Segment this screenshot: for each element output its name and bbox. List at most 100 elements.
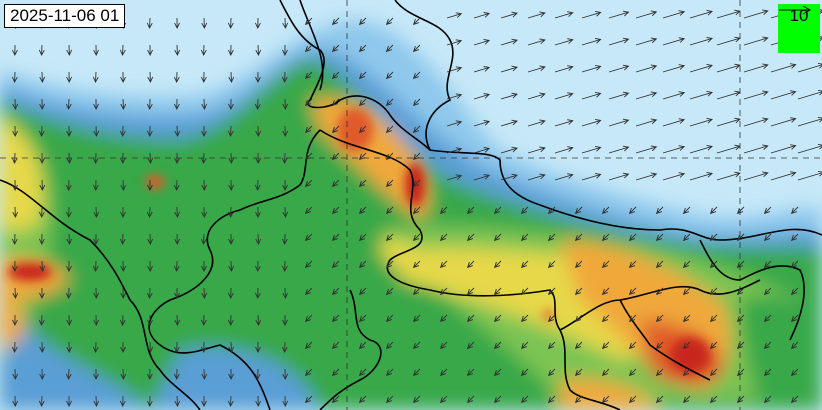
wind-arrow xyxy=(227,395,234,407)
wind-arrow xyxy=(147,260,154,273)
wind-arrow xyxy=(255,395,262,408)
wind-arrow xyxy=(385,152,394,161)
wind-arrow xyxy=(628,260,637,269)
wind-arrow xyxy=(146,287,153,299)
wind-arrow xyxy=(554,173,574,181)
wind-arrow xyxy=(146,206,153,218)
wind-arrow xyxy=(628,287,637,296)
wind-arrow xyxy=(574,233,583,242)
wind-arrow xyxy=(770,63,797,73)
wind-arrow xyxy=(608,64,630,73)
wind-arrow xyxy=(304,395,313,404)
wind-arrow xyxy=(500,65,518,73)
wind-arrow xyxy=(358,314,367,323)
wind-arrow xyxy=(201,395,207,408)
wind-arrow xyxy=(66,44,73,56)
wind-arrow xyxy=(228,233,234,246)
wind-arrow xyxy=(716,144,741,154)
wind-arrow xyxy=(254,287,261,300)
wind-arrow xyxy=(412,395,421,404)
wind-arrow xyxy=(628,341,637,350)
wind-arrow xyxy=(65,368,72,380)
wind-arrow xyxy=(93,233,99,246)
wind-arrow xyxy=(228,152,235,164)
wind-arrow xyxy=(12,287,19,299)
wind-arrow xyxy=(520,368,529,377)
wind-arrow xyxy=(12,368,19,381)
wind-arrow xyxy=(174,125,181,137)
wind-arrow xyxy=(282,368,289,381)
wind-arrow xyxy=(628,368,637,377)
wind-arrow xyxy=(200,233,207,245)
wind-arrow xyxy=(743,9,769,19)
wind-arrow xyxy=(493,260,502,269)
wind-arrow xyxy=(763,341,772,350)
wind-arrow xyxy=(628,206,637,215)
wind-arrow xyxy=(655,314,664,323)
wind-arrow xyxy=(358,179,367,188)
wind-arrow xyxy=(601,287,610,296)
wind-arrow xyxy=(12,206,19,218)
wind-arrow xyxy=(763,314,772,323)
wind-arrow xyxy=(763,395,772,404)
wind-arrow xyxy=(581,173,602,181)
wind-arrow xyxy=(331,341,340,350)
wind-arrow xyxy=(304,287,313,296)
wind-arrow xyxy=(446,147,463,154)
wind-arrow xyxy=(716,9,741,19)
wind-arrow xyxy=(689,9,713,19)
wind-arrow xyxy=(412,71,421,80)
wind-arrow xyxy=(254,368,261,380)
wind-arrow xyxy=(608,91,630,100)
wind-arrow xyxy=(554,119,574,127)
wind-arrow xyxy=(466,314,475,323)
wind-arrow xyxy=(790,395,799,404)
wind-arrow xyxy=(358,152,367,161)
wind-arrow xyxy=(662,145,686,154)
wind-arrow xyxy=(439,341,448,350)
wind-arrow xyxy=(173,98,180,111)
wind-arrow xyxy=(763,368,772,377)
wind-arrow xyxy=(201,17,208,29)
wind-arrow xyxy=(500,38,518,46)
wind-arrow xyxy=(120,287,127,300)
wind-arrow xyxy=(147,314,153,327)
wind-arrow xyxy=(574,341,583,350)
wind-arrow xyxy=(282,287,289,299)
wind-arrow xyxy=(412,152,421,161)
arrow-right-icon xyxy=(779,5,812,15)
wind-arrow xyxy=(473,66,491,73)
wind-arrow xyxy=(201,98,208,110)
wind-arrow xyxy=(304,233,313,242)
wind-arrow xyxy=(201,287,208,299)
wind-arrow xyxy=(412,368,421,377)
wind-arrow xyxy=(608,172,630,181)
wind-arrow xyxy=(500,146,518,154)
wind-arrow xyxy=(92,179,99,192)
wind-scale-value: 10 xyxy=(789,6,809,25)
wind-arrow xyxy=(608,37,630,46)
wind-arrow xyxy=(682,206,691,215)
wind-arrow xyxy=(65,206,72,219)
wind-arrow xyxy=(466,287,475,296)
wind-arrow xyxy=(93,395,100,407)
wind-arrow xyxy=(304,368,313,377)
wind-arrow xyxy=(93,314,100,327)
wind-arrow xyxy=(770,171,797,181)
wind-arrow xyxy=(547,368,556,377)
wind-arrow xyxy=(201,368,208,380)
wind-arrow xyxy=(93,125,100,137)
wind-arrow xyxy=(331,71,340,80)
wind-arrow xyxy=(358,206,367,215)
wind-arrow xyxy=(554,146,574,154)
wind-arrow xyxy=(281,233,288,246)
wind-arrow xyxy=(763,206,772,215)
wind-arrow xyxy=(65,98,72,110)
wind-arrow xyxy=(119,44,126,56)
wind-arrow xyxy=(254,260,261,273)
wind-arrow xyxy=(119,125,126,137)
wind-arrow xyxy=(520,314,529,323)
wind-arrow xyxy=(174,44,181,56)
